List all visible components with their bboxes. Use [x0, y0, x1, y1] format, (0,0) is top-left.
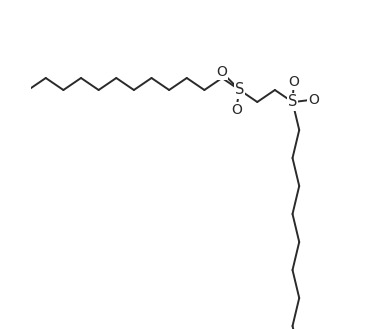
Text: S: S: [288, 94, 297, 110]
Text: O: O: [288, 75, 299, 89]
Text: O: O: [231, 103, 242, 117]
Text: S: S: [235, 83, 244, 97]
Text: O: O: [309, 93, 319, 107]
Text: O: O: [216, 65, 227, 79]
